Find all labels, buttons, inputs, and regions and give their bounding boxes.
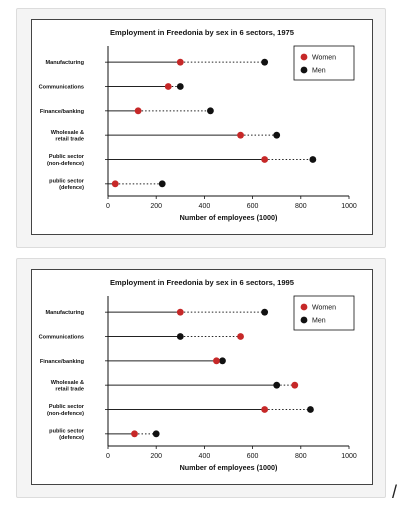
trailing-slash-mark: /	[392, 482, 398, 502]
chart-0-men-point	[309, 156, 317, 163]
chart-0-legend-label: Women	[312, 55, 336, 62]
chart-1-men-point	[176, 333, 184, 340]
chart-1-category-label-line: retail trade	[55, 386, 84, 392]
chart-0-x-tick-label: 200	[150, 203, 162, 210]
chart-1-category-label-line: Finance/banking	[40, 359, 85, 365]
chart-1-women-point	[213, 357, 220, 365]
chart-1-x-tick-label: 400	[199, 453, 211, 460]
chart-1-category-label-line: Wholesale &	[51, 380, 84, 386]
chart-1-men-point	[273, 381, 281, 389]
chart-1-x-tick-label: 600	[247, 453, 259, 460]
chart-plot-1975: Employment in Freedonia by sex in 6 sect…	[31, 19, 373, 235]
chart-0-category-label-line: retail trade	[55, 136, 84, 142]
chart-0-men-point	[176, 83, 184, 90]
chart-card-1975: Employment in Freedonia by sex in 6 sect…	[16, 8, 386, 248]
chart-0-legend-label: Men	[312, 68, 326, 75]
chart-0-x-tick-label: 600	[247, 203, 259, 210]
chart-0-legend-box	[293, 45, 355, 81]
chart-1-legend-marker	[300, 316, 308, 324]
chart-0-legend-marker	[300, 66, 308, 74]
chart-0-category-label: Manufacturing	[45, 60, 84, 66]
chart-1-title: Employment in Freedonia by sex in 6 sect…	[110, 278, 295, 287]
chart-1-category-label-line: Communications	[39, 335, 84, 341]
chart-1-x-tick-label: 200	[150, 453, 162, 460]
chart-0-women-point	[176, 58, 184, 66]
chart-0-category-label: Public sector (non-defence)	[47, 154, 85, 167]
chart-svg-1975: Employment in Freedonia by sex in 6 sect…	[39, 28, 357, 222]
chart-1-category-label-line: public sector	[49, 429, 85, 435]
chart-0-men-point	[158, 180, 166, 188]
chart-0-category-label-line: (defence)	[59, 185, 84, 191]
chart-1-men-point	[152, 430, 160, 438]
chart-1-women-point	[237, 333, 244, 340]
chart-0-men-point	[261, 58, 269, 66]
chart-0-x-tick-label: 400	[199, 203, 211, 210]
chart-0-title: Employment in Freedonia by sex in 6 sect…	[110, 28, 295, 37]
chart-1-category-label: Finance/banking	[40, 359, 85, 365]
chart-1-women-point	[261, 406, 269, 413]
chart-0-category-label-line: Public sector	[49, 154, 85, 160]
chart-1-category-label-line: (non-defence)	[47, 411, 84, 417]
chart-1-x-tick-label: 800	[295, 453, 307, 460]
chart-0-category-label-line: Manufacturing	[45, 60, 84, 66]
chart-1-legend-marker	[300, 303, 308, 311]
chart-1-men-point	[219, 357, 226, 365]
chart-0-women-point	[164, 83, 172, 90]
chart-0-women-point	[237, 131, 244, 139]
chart-0-category-label: public sector (defence)	[49, 179, 85, 192]
chart-1-category-label: Wholesale & retail trade	[51, 380, 84, 393]
chart-0-women-point	[111, 180, 119, 188]
chart-0-women-point	[134, 107, 142, 115]
chart-1-legend-box	[293, 295, 355, 331]
chart-1-legend-label: Women	[312, 305, 336, 312]
chart-1-legend-label: Men	[312, 318, 326, 325]
chart-0-category-label-line: Wholesale &	[51, 130, 84, 136]
chart-1-category-label: Manufacturing	[45, 310, 84, 316]
chart-1-category-label: public sector (defence)	[49, 429, 85, 442]
chart-0-x-tick-label: 0	[106, 203, 110, 210]
chart-0-x-axis-title: Number of employees (1000)	[180, 213, 278, 222]
chart-1-women-point	[291, 381, 299, 389]
chart-0-category-label-line: Communications	[39, 85, 84, 91]
chart-0-category-label-line: public sector	[49, 179, 85, 185]
chart-1-x-axis-title: Number of employees (1000)	[180, 463, 278, 472]
chart-1-men-point	[307, 406, 314, 413]
chart-0-men-point	[273, 131, 281, 139]
chart-0-category-label: Wholesale & retail trade	[51, 130, 84, 143]
chart-svg-1995: Employment in Freedonia by sex in 6 sect…	[39, 278, 357, 472]
chart-1-men-point	[261, 308, 269, 316]
chart-plot-1995: Employment in Freedonia by sex in 6 sect…	[31, 269, 373, 485]
chart-0-category-label: Communications	[39, 85, 84, 91]
chart-1-category-label: Communications	[39, 335, 84, 341]
chart-1-category-label: Public sector (non-defence)	[47, 404, 85, 417]
chart-0-x-tick-label: 800	[295, 203, 307, 210]
chart-1-category-label-line: Manufacturing	[45, 310, 84, 316]
chart-1-women-point	[131, 430, 138, 438]
chart-card-1995: Employment in Freedonia by sex in 6 sect…	[16, 258, 386, 498]
chart-0-men-point	[207, 107, 214, 115]
chart-0-category-label: Finance/banking	[40, 109, 85, 115]
chart-0-legend-marker	[300, 53, 308, 61]
chart-0-category-label-line: Finance/banking	[40, 109, 85, 115]
chart-0-x-tick-label: 1000	[341, 203, 357, 210]
chart-0-category-label-line: (non-defence)	[47, 161, 84, 167]
chart-1-x-tick-label: 1000	[341, 453, 357, 460]
chart-0-women-point	[261, 156, 269, 163]
chart-1-women-point	[176, 308, 184, 316]
chart-1-category-label-line: (defence)	[59, 435, 84, 441]
chart-1-x-tick-label: 0	[106, 453, 110, 460]
chart-1-category-label-line: Public sector	[49, 404, 85, 410]
